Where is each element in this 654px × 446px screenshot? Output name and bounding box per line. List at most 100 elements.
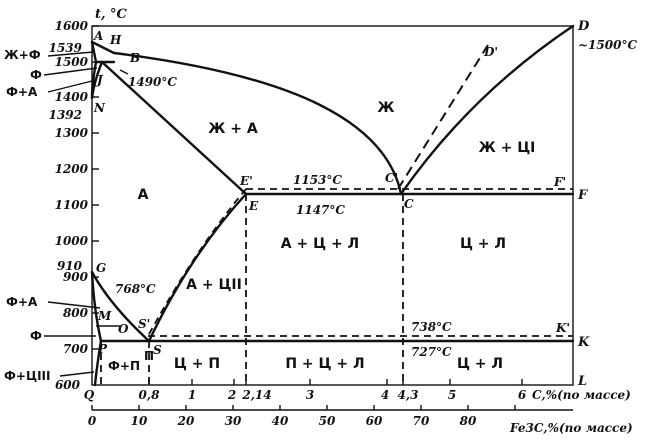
side-f-c3: Ф+ЦIII — [4, 369, 50, 383]
region-c-l-upper: Ц + Л — [460, 236, 506, 252]
x-tick-fe3c: 20 — [177, 414, 195, 428]
x-tick-c: 4,3 — [398, 388, 419, 402]
temperature-labels: 1490°C ~1500°C 1153°C 1147°C 768°C 738°C… — [115, 38, 637, 359]
side-f-a2: Ф+А — [6, 295, 38, 309]
point-F: F — [577, 188, 588, 203]
leader-1490 — [119, 69, 129, 75]
x-tick-c: 2 — [227, 388, 236, 402]
point-labels: A H B J N D D' E' E C' C F' F G M O S' S… — [93, 19, 590, 389]
leader-f-a2 — [47, 301, 101, 309]
point-H: H — [109, 33, 122, 47]
line-CD — [399, 24, 575, 196]
phase-lines-dashed — [100, 44, 573, 385]
x-axis-cementite: 0 10 20 30 40 50 60 70 80 Fe3С,%(по масс… — [88, 405, 633, 435]
region-p-c-l: П + Ц + Л — [285, 356, 364, 372]
x-tick-fe3c: 70 — [413, 414, 430, 428]
y-tick: 1400 — [55, 90, 89, 104]
x-tick-c: 3 — [306, 388, 314, 402]
x-tick-fe3c: 0 — [88, 414, 97, 428]
point-M: M — [97, 309, 112, 323]
line-AH — [90, 40, 98, 64]
temp-1490: 1490°C — [128, 75, 177, 89]
region-liquid-austenite: Ж + А — [208, 121, 258, 137]
region-c-l-lower: Ц + Л — [457, 356, 503, 372]
side-l-f: Ж+Ф — [4, 48, 41, 62]
point-K: K — [577, 335, 590, 350]
y-tick-1392: 1392 — [49, 108, 82, 122]
x-axis-carbon: 0,8 1 2 2,14 3 4 4,3 5 6 С,%(по массе) Q — [84, 379, 631, 402]
point-Ep: E' — [239, 174, 253, 188]
x-axis-carbon-title: С,%(по массе) — [532, 388, 631, 402]
line-AB — [90, 40, 116, 55]
point-C: C — [404, 197, 414, 211]
leader-f-a1 — [47, 79, 97, 93]
x-tick-c: 1 — [188, 388, 196, 402]
x-tick-fe3c: 30 — [225, 414, 242, 428]
y-tick: 700 — [63, 342, 89, 356]
y-tick-910: 910 — [57, 259, 83, 273]
y-tick: 1100 — [55, 198, 89, 212]
region-liquid: Ж — [377, 100, 394, 116]
point-E: E — [248, 199, 259, 213]
region-f-p: Ф+П — [108, 359, 140, 373]
point-P: P — [97, 342, 108, 356]
point-O: O — [118, 322, 129, 336]
y-tick: 1300 — [55, 126, 89, 140]
y-tick: 800 — [63, 306, 89, 320]
point-Kp: K' — [555, 321, 570, 335]
y-tick: 1500 — [55, 55, 89, 69]
point-G: G — [96, 261, 106, 275]
point-B: B — [129, 51, 140, 65]
side-f2: Ф — [30, 329, 42, 343]
point-J: J — [95, 73, 104, 87]
point-D: D — [577, 19, 590, 34]
y-tick: 600 — [55, 378, 81, 392]
x-axis-cementite-title: Fe3С,%(по массе) — [509, 421, 633, 435]
line-BC — [112, 51, 403, 196]
region-liquid-cementite: Ж + ЦI — [479, 140, 536, 156]
line-GP — [90, 270, 103, 343]
leader-f-c3 — [59, 371, 95, 377]
line-JN — [90, 60, 104, 100]
x-tick-c: 6 — [518, 388, 527, 402]
x-tick-c: 5 — [448, 388, 456, 402]
temp-727: 727°C — [411, 345, 452, 359]
x-tick-fe3c: 40 — [272, 414, 289, 428]
leader-f1 — [43, 67, 98, 76]
side-f-a1: Ф+А — [6, 85, 38, 99]
side-f1: Ф — [30, 68, 42, 82]
y-tick: 1600 — [55, 19, 89, 33]
region-labels: Ж Ж + А Ж + ЦI А А + Ц + Л Ц + Л А + ЦII… — [108, 100, 535, 373]
leader-lines — [43, 51, 129, 377]
y-tick: 1200 — [55, 162, 89, 176]
y-tick: 1000 — [55, 234, 89, 248]
temp-768: 768°C — [115, 282, 156, 296]
leader-l-f — [47, 51, 94, 57]
x-tick-fe3c: 50 — [319, 414, 336, 428]
temp-1500: ~1500°C — [578, 38, 637, 52]
temp-1153: 1153°C — [293, 173, 342, 187]
x-tick-fe3c: 10 — [131, 414, 148, 428]
y-tick: 900 — [63, 270, 89, 284]
line-CpDp — [397, 44, 489, 190]
y-axis: 1600 1500 1400 1300 1200 1100 1000 900 8… — [49, 7, 128, 392]
y-tick-1539: 1539 — [49, 41, 83, 55]
line-GS — [90, 270, 151, 343]
point-L: L — [577, 374, 587, 389]
point-A: A — [93, 29, 103, 43]
point-Dp: D' — [483, 45, 498, 59]
point-Cp: C' — [385, 171, 398, 185]
region-c-p: Ц + П — [174, 356, 220, 372]
point-S: S — [153, 343, 162, 357]
region-a-c2: А + ЦII — [186, 277, 242, 293]
line-JE — [100, 60, 248, 196]
side-labels: Ж+Ф Ф Ф+А Ф+А Ф Ф+ЦIII — [4, 48, 50, 383]
x-tick-fe3c: 80 — [460, 414, 477, 428]
temp-738: 738°C — [411, 320, 452, 334]
y-axis-title: t, °C — [95, 7, 128, 22]
x-tick-c: 0,8 — [139, 388, 161, 402]
temp-1147: 1147°C — [296, 203, 345, 217]
point-Sp: S' — [138, 317, 150, 331]
